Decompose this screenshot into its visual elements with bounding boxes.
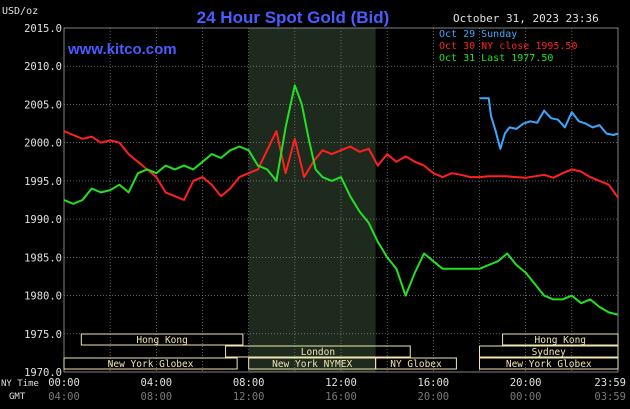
x-tick-label-ny: 04:00 — [141, 377, 173, 389]
y-tick-label: 1975.0 — [24, 329, 62, 341]
session-bar — [479, 345, 619, 358]
y-tick-label: 2010.0 — [24, 61, 62, 73]
session-bar — [479, 357, 619, 370]
session-bar — [80, 333, 244, 346]
nymex-session-shade — [248, 28, 376, 372]
website-label: www.kitco.com — [67, 41, 177, 58]
session-bar — [63, 357, 238, 370]
session-bar — [375, 357, 457, 370]
session-label: New York Globex — [108, 359, 194, 370]
timestamp: October 31, 2023 23:36 — [453, 12, 599, 25]
y-tick-label: 1990.0 — [24, 214, 62, 226]
x-tick-label-ny: 23:59 — [594, 377, 626, 389]
x-tick-label-ny: 00:00 — [48, 377, 80, 389]
axis-layer: 1970.0 1975.0 1980.0 1985.0 1990.0 1995.0 2000… — [24, 23, 626, 403]
unit-label: USD/oz — [2, 6, 38, 17]
session-label: Sydney — [532, 347, 567, 358]
x-tick-label-ny: 12:00 — [325, 377, 357, 389]
ny-time-label: NY Time — [1, 379, 39, 389]
legend-entry-oct31: Oct 31 Last 1977.50 — [439, 53, 553, 64]
series-line-oct29 — [479, 97, 619, 150]
y-tick-label: 1970.0 — [24, 367, 62, 379]
x-tick-label-gmt: 20:00 — [418, 391, 450, 403]
session-bar — [502, 333, 619, 346]
session-label: New York Globex — [506, 359, 592, 370]
x-tick-label-ny: 16:00 — [418, 377, 450, 389]
legend-entry-oct29: Oct 29 Sunday — [439, 29, 517, 40]
legend: Oct 29 Sunday Oct 30 NY close 1995.50 Oc… — [439, 29, 577, 64]
session-label: New York NYMEX — [272, 359, 352, 370]
y-tick-label: 2015.0 — [24, 23, 62, 35]
session-label: London — [301, 347, 335, 358]
x-tick-label-gmt: 03:59 — [594, 391, 626, 403]
series-line-oct31 — [63, 84, 619, 316]
y-tick-label: 1980.0 — [24, 291, 62, 303]
session-label: Hong Kong — [136, 335, 187, 346]
x-tick-label-ny: 08:00 — [233, 377, 265, 389]
session-label: Hong Kong — [535, 335, 586, 346]
x-tick-label-gmt: 04:00 — [48, 391, 80, 403]
x-tick-label-gmt: 00:00 — [510, 391, 542, 403]
y-tick-label: 2000.0 — [24, 138, 62, 150]
session-bar — [225, 345, 411, 358]
session-label: NY Globex — [390, 359, 442, 370]
legend-entry-oct30: Oct 30 NY close 1995.50 — [439, 41, 577, 52]
y-tick-label: 2005.0 — [24, 99, 62, 111]
x-tick-label-ny: 20:00 — [510, 377, 542, 389]
x-tick-label-gmt: 12:00 — [233, 391, 265, 403]
chart-title: 24 Hour Spot Gold (Bid) — [197, 8, 390, 27]
y-tick-label: 1995.0 — [24, 176, 62, 188]
series-line-oct30 — [63, 130, 619, 201]
y-tick-label: 1985.0 — [24, 252, 62, 264]
series-layer — [63, 84, 619, 316]
gmt-label: GMT — [9, 392, 26, 402]
x-tick-label-gmt: 08:00 — [141, 391, 173, 403]
x-tick-label-gmt: 16:00 — [325, 391, 357, 403]
market-sessions-layer: Hong Kong London New York Globex New York N… — [63, 333, 619, 370]
